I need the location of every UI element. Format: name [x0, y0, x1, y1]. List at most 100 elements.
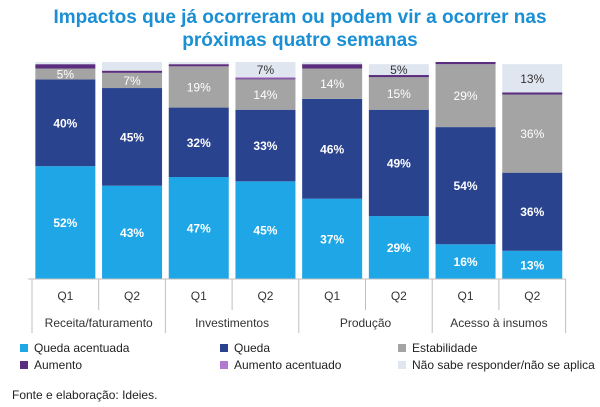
stacked-bar-chart: 52% 40% 5% 43% 45% 7% 47% 32% 19% 45% 33% 14% 7% 37% 4…: [28, 62, 567, 333]
bar-queda-4: [235, 109, 296, 182]
data-label-queda-6: 49%: [387, 156, 411, 170]
data-label-estabilidade-4: 14%: [253, 88, 277, 102]
legend-label-aumento: Aumento: [34, 358, 83, 372]
legend-swatch-nao-sabe: [398, 361, 406, 369]
data-label-queda-1: 40%: [53, 116, 77, 130]
data-label-queda-4: 33%: [253, 139, 277, 153]
bar-queda-5: [302, 98, 363, 199]
data-label-estabilidade-3: 19%: [187, 80, 211, 94]
data-label-nao-sabe-4: 7%: [257, 63, 275, 77]
chart-title-line-2: próximas quatro semanas: [182, 30, 418, 51]
data-label-nao-sabe-8: 13%: [520, 72, 544, 86]
data-label-estabilidade-8: 36%: [520, 127, 544, 141]
chart-title-line-1: Impactos que já ocorreram ou podem vir a…: [53, 7, 547, 28]
legend-item-queda-acentuada: Queda acentuada: [20, 340, 129, 356]
data-label-estabilidade-7: 29%: [454, 89, 478, 103]
legend-label-estabilidade: Estabilidade: [412, 341, 478, 355]
bar-nao-sabe-8: [502, 64, 563, 93]
bar-aumento-4: [235, 78, 296, 80]
bar-nao-sabe-4: [235, 62, 296, 78]
bar-queda-acentuada-8: [502, 250, 563, 279]
source-note: Fonte e elaboração: Ideies.: [12, 388, 158, 402]
legend-swatch-queda: [220, 344, 228, 352]
data-label-queda-acentuada-5: 37%: [320, 232, 344, 246]
data-label-queda-acentuada-7: 16%: [454, 255, 478, 269]
bar-nao-sabe-1: [35, 62, 96, 65]
data-label-queda-2: 45%: [120, 130, 144, 144]
x-tick-label-3: Q1: [191, 289, 207, 303]
x-tick-label-8: Q2: [524, 289, 540, 303]
legend-swatch-queda-acentuada: [20, 344, 28, 352]
data-label-queda-acentuada-4: 45%: [253, 224, 277, 238]
bar-queda-8: [502, 172, 563, 251]
legend-label-queda-acentuada: Queda acentuada: [34, 341, 130, 355]
chart-title: Impactos que já ocorreram ou podem vir a…: [0, 6, 600, 52]
bar-aumento-acentuado-4: [235, 77, 296, 79]
data-label-estabilidade-1: 5%: [57, 67, 75, 81]
bar-estabilidade-7: [435, 64, 496, 128]
x-tick-label-4: Q2: [257, 289, 273, 303]
data-label-estabilidade-2: 7%: [123, 74, 141, 88]
bar-queda-acentuada-2: [102, 185, 163, 279]
x-tick-label-5: Q1: [324, 289, 340, 303]
bar-estabilidade-4: [235, 79, 296, 110]
bar-aumento-3: [168, 64, 229, 67]
bar-estabilidade-6: [368, 77, 429, 110]
data-label-queda-8: 36%: [520, 205, 544, 219]
bar-aumento-8: [502, 92, 563, 95]
data-label-queda-3: 32%: [187, 136, 211, 150]
bar-aumento-1: [35, 64, 96, 69]
legend-label-aumento-acentuado: Aumento acentuado: [234, 358, 342, 372]
legend-item-queda: Queda: [220, 340, 270, 356]
data-label-queda-acentuada-8: 13%: [520, 258, 544, 272]
legend-label-nao-sabe: Não sabe responder/não se aplica: [412, 358, 595, 372]
bar-queda-acentuada-4: [235, 181, 296, 279]
bar-nao-sabe-2: [102, 62, 163, 71]
x-tick-label-6: Q2: [391, 289, 407, 303]
bar-queda-1: [35, 79, 96, 167]
legend-label-queda: Queda: [234, 341, 271, 355]
bar-queda-acentuada-1: [35, 166, 96, 279]
legend-item-aumento: Aumento: [20, 357, 82, 373]
x-tick-label-2: Q2: [124, 289, 140, 303]
bar-nao-sabe-6: [368, 64, 429, 76]
bar-queda-7: [435, 127, 496, 245]
data-label-queda-5: 46%: [320, 142, 344, 156]
bar-queda-acentuada-5: [302, 198, 363, 279]
bar-queda-3: [168, 107, 229, 178]
bar-queda-acentuada-6: [368, 216, 429, 279]
bar-nao-sabe-3: [168, 62, 229, 65]
data-label-queda-acentuada-3: 47%: [187, 222, 211, 236]
bar-estabilidade-1: [35, 68, 96, 80]
group-label-3: Produção: [340, 316, 392, 330]
data-label-queda-acentuada-2: 43%: [120, 226, 144, 240]
bar-aumento-7: [435, 62, 496, 65]
legend-swatch-aumento: [20, 361, 28, 369]
bar-queda-acentuada-7: [435, 244, 496, 279]
group-label-1: Receita/faturamento: [45, 316, 153, 330]
x-tick-label-7: Q1: [458, 289, 474, 303]
bar-estabilidade-2: [102, 72, 163, 89]
bar-aumento-6: [368, 75, 429, 78]
bar-queda-acentuada-3: [168, 177, 229, 279]
group-label-4: Acesso à insumos: [450, 316, 547, 330]
bar-estabilidade-3: [168, 66, 229, 108]
data-label-estabilidade-6: 15%: [387, 87, 411, 101]
group-label-2: Investimentos: [195, 316, 269, 330]
data-label-queda-7: 54%: [454, 179, 478, 193]
legend-swatch-estabilidade: [398, 344, 406, 352]
bar-aumento-5: [302, 64, 363, 69]
legend-item-aumento-acentuado: Aumento acentuado: [220, 357, 341, 373]
bar-estabilidade-8: [502, 94, 563, 173]
legend-item-nao-sabe: Não sabe responder/não se aplica: [398, 357, 595, 373]
data-label-estabilidade-5: 14%: [320, 77, 344, 91]
chart-legend: Queda acentuada Queda Estabilidade Aumento A…: [8, 340, 598, 374]
x-tick-label-1: Q1: [57, 289, 73, 303]
bar-queda-2: [102, 88, 163, 186]
bar-nao-sabe-5: [302, 62, 363, 65]
legend-item-estabilidade: Estabilidade: [398, 340, 477, 356]
bar-aumento-2: [102, 70, 163, 73]
bar-queda-6: [368, 109, 429, 217]
data-label-queda-acentuada-1: 52%: [53, 216, 77, 230]
bar-estabilidade-5: [302, 68, 363, 99]
